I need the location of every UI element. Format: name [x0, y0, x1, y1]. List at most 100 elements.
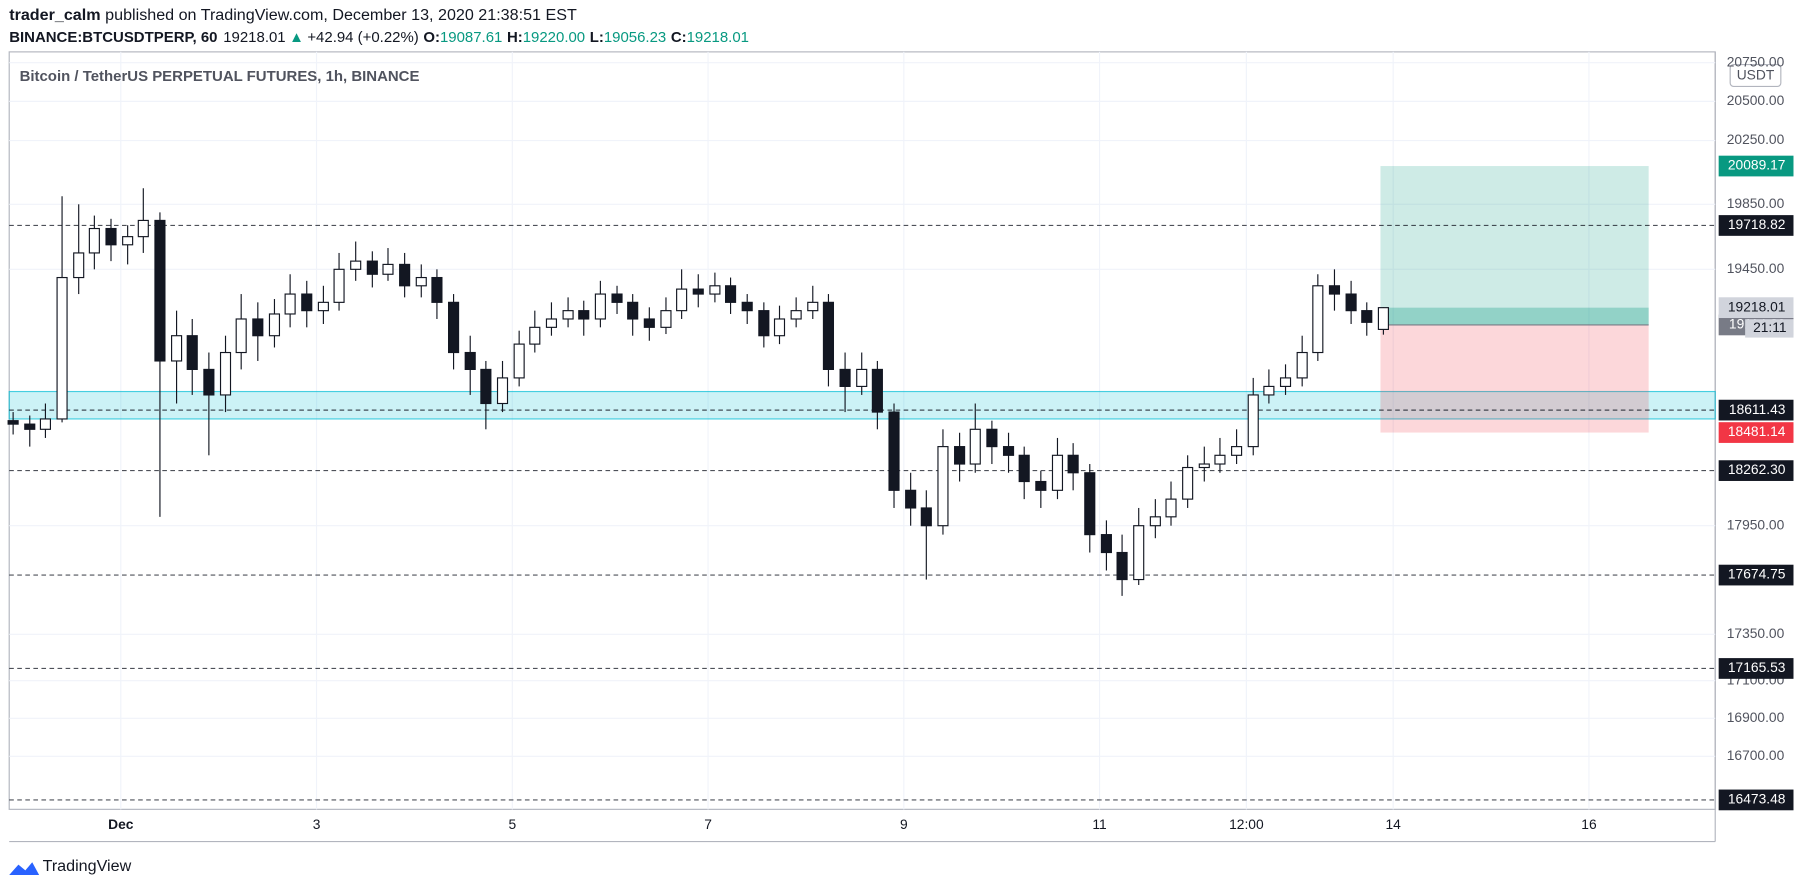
currency-badge[interactable] — [1729, 63, 1782, 87]
y-tick-label: 19450.00 — [1727, 260, 1785, 276]
candle-body — [1035, 480, 1047, 491]
candle — [1067, 443, 1079, 491]
stop-label-bg — [1718, 422, 1794, 443]
y-tick-label: 20750.00 — [1727, 53, 1785, 69]
candle — [137, 188, 149, 253]
open-pnl-area — [1380, 307, 1649, 325]
candle — [1328, 269, 1341, 311]
symbol-line: BINANCE:BTCUSDTPERP, 60 19218.01 ▲ +42.94 (… — [9, 29, 749, 46]
ohlc-label: H: — [507, 29, 523, 46]
ohlc-label: C: — [671, 29, 687, 46]
candle-body — [333, 268, 345, 303]
currency-label: USDT — [1737, 67, 1775, 83]
candle — [415, 264, 427, 298]
footer-logo: TradingView — [9, 857, 132, 875]
candle — [986, 420, 998, 465]
candle — [203, 352, 215, 456]
up-arrow: ▲ — [289, 29, 304, 46]
candle-body — [154, 219, 166, 362]
candle-body — [954, 446, 966, 465]
candle — [1312, 274, 1324, 361]
candle-body — [268, 313, 281, 337]
candle-body — [790, 310, 802, 320]
x-tick-label: 16 — [1581, 816, 1597, 832]
candle-body — [856, 368, 868, 387]
x-tick-label: 12:00 — [1229, 816, 1264, 832]
ohlc-value: 19087.61 — [440, 29, 502, 46]
candle — [350, 241, 362, 281]
level-label-bg — [1718, 460, 1794, 481]
symbol: BINANCE:BTCUSDTPERP, 60 — [9, 29, 217, 46]
candle-body — [1263, 385, 1275, 396]
candle-body — [186, 335, 198, 370]
candle — [56, 196, 68, 423]
candle-body — [382, 263, 394, 275]
candle — [822, 294, 835, 387]
countdown: 21:11 — [1753, 319, 1787, 335]
candle — [284, 274, 296, 328]
candle — [39, 403, 51, 438]
y-tick-label: 17950.00 — [1727, 516, 1785, 532]
candle-body — [562, 310, 574, 320]
candle — [1296, 335, 1308, 387]
candle-body — [1247, 394, 1259, 448]
candle — [529, 310, 541, 353]
ohlc-label: L: — [590, 29, 604, 46]
candle — [301, 280, 313, 328]
level-label: 18611.43 — [1729, 401, 1786, 417]
candle — [24, 415, 36, 447]
countdown-bg — [1745, 319, 1794, 338]
candle-body — [545, 318, 558, 328]
candle — [1182, 455, 1194, 508]
candle — [1247, 377, 1259, 456]
candle-body — [252, 318, 264, 337]
candle-body — [839, 368, 851, 387]
ohlc-label: O: — [423, 29, 440, 46]
change: +42.94 (+0.22%) — [307, 29, 418, 46]
candle — [790, 297, 802, 328]
candle — [871, 360, 883, 430]
candle — [1345, 280, 1357, 324]
candle-body — [301, 293, 313, 312]
ohlc-value: 19218.01 — [687, 29, 749, 46]
level-label-bg — [1718, 564, 1794, 586]
candle-body — [317, 301, 329, 312]
brand: TradingView — [43, 857, 132, 875]
candle — [366, 251, 378, 288]
candle-body — [1067, 454, 1079, 474]
candle — [1084, 464, 1096, 553]
level-label-bg — [1718, 215, 1794, 236]
candle — [333, 252, 345, 311]
candle-body — [1133, 525, 1145, 581]
candle — [773, 305, 786, 345]
stop-area — [1380, 324, 1649, 433]
candle — [154, 212, 166, 517]
candle — [88, 215, 100, 270]
candle-body — [219, 351, 232, 396]
candle-body — [660, 310, 672, 328]
target-label-bg — [1718, 155, 1794, 177]
candle — [171, 310, 183, 404]
candle-body — [513, 343, 525, 379]
candle — [888, 403, 900, 508]
candle-body — [24, 423, 36, 430]
candle — [122, 225, 134, 265]
candle-body — [350, 260, 362, 270]
candle-body — [464, 351, 476, 370]
candle — [1002, 432, 1015, 473]
candle-body — [496, 377, 509, 405]
x-tick-label: Dec — [108, 816, 134, 832]
candle-body — [1182, 466, 1194, 500]
candle — [1018, 446, 1030, 500]
candle — [1263, 369, 1275, 404]
plot — [7, 51, 1716, 810]
candle-body — [73, 252, 85, 279]
published: published on TradingView.com, December 1… — [105, 6, 577, 24]
candle — [1377, 307, 1389, 335]
y-tick-label: 20250.00 — [1727, 131, 1785, 147]
candle — [1231, 429, 1243, 465]
candle — [7, 412, 19, 435]
candle-body — [643, 318, 655, 328]
candle — [807, 285, 819, 319]
y-tick-label: 19850.00 — [1727, 195, 1785, 211]
